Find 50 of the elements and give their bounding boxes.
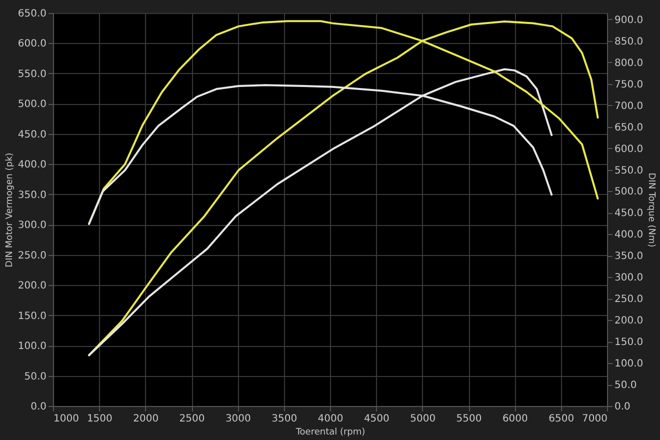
y-tick-label: 400.0 <box>18 160 46 171</box>
y2-tick-label: 800.0 <box>614 58 644 69</box>
y2-tick-label: 250.0 <box>614 294 644 306</box>
x-tick-label: 4500 <box>364 414 390 424</box>
y-tick-label: 100.0 <box>18 341 46 352</box>
y2-tick-label: 50.0 <box>614 380 637 392</box>
y2-tick-label: 200.0 <box>614 316 644 327</box>
y-tick-label: 150.0 <box>18 310 46 322</box>
y-tick-label: 600.0 <box>18 38 46 50</box>
y2-tick-label: 650.0 <box>614 122 644 134</box>
y-tick-label: 300.0 <box>18 220 46 232</box>
x-tick-label: 4000 <box>318 414 344 424</box>
x-axis-title: Toerental (rpm) <box>294 428 366 438</box>
y-tick-label: 550.0 <box>18 68 46 80</box>
x-tick-label: 3000 <box>225 414 251 424</box>
x-tick-label: 2000 <box>133 414 159 424</box>
x-tick-label: 1000 <box>54 414 79 424</box>
y2-tick-label: 0.0 <box>614 402 630 412</box>
y2-tick-label: 850.0 <box>614 36 644 48</box>
y-tick-label: 650.0 <box>18 8 46 20</box>
y-axis-title: DIN Motor Vermogen (pk) <box>4 152 15 268</box>
x-tick-label: 6000 <box>502 414 528 424</box>
y2-tick-label: 150.0 <box>614 337 644 348</box>
y-tick-label: 0.0 <box>30 402 46 412</box>
y2-tick-label: 600.0 <box>614 144 644 155</box>
x-tick-label: 1500 <box>86 414 112 424</box>
y-tick-label: 350.0 <box>18 190 46 201</box>
y2-tick-label: 100.0 <box>614 358 644 370</box>
y-tick-label: 200.0 <box>18 280 46 292</box>
y2-tick-label: 300.0 <box>614 272 644 284</box>
y-tick-label: 450.0 <box>18 129 46 140</box>
y-tick-label: 250.0 <box>18 250 46 262</box>
y2-tick-label: 450.0 <box>614 208 644 220</box>
y2-tick-label: 350.0 <box>614 251 644 262</box>
x-tick-label: 7000 <box>582 414 608 424</box>
x-tick-label: 2500 <box>179 414 205 424</box>
x-tick-label: 6500 <box>548 414 574 424</box>
y2-tick-label: 500.0 <box>614 186 644 198</box>
y2-tick-label: 900.0 <box>614 14 644 26</box>
y2-tick-label: 700.0 <box>614 100 644 112</box>
y2-axis-title: DIN Torque (Nm) <box>646 172 656 248</box>
line-series <box>88 68 553 356</box>
x-tick-label: 5500 <box>456 414 482 424</box>
y2-tick-label: 750.0 <box>614 79 644 90</box>
y2-tick-label: 550.0 <box>614 165 644 176</box>
x-tick-label: 5000 <box>410 414 436 424</box>
x-tick-label: 3500 <box>272 414 298 424</box>
y-tick-label: 50.0 <box>24 371 46 382</box>
y-tick-label: 500.0 <box>18 99 46 110</box>
y2-tick-label: 400.0 <box>614 230 644 241</box>
